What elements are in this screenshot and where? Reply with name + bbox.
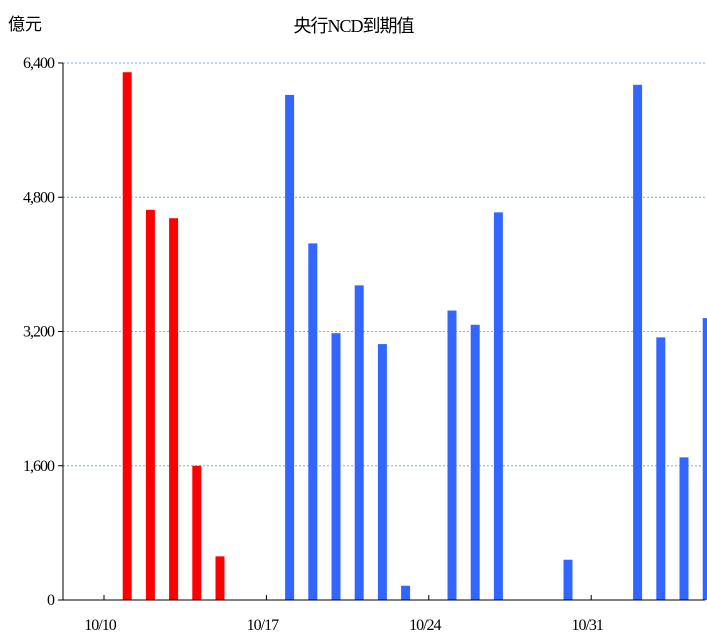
axes: [58, 62, 705, 601]
bar: [702, 318, 707, 600]
bar: [401, 585, 411, 600]
x-tick-labels: 10/10 10/17 10/24 10/31: [84, 617, 605, 634]
bar: [285, 94, 295, 601]
bar: [470, 324, 480, 600]
bar: [354, 285, 364, 600]
bars: [122, 72, 707, 601]
bar: [308, 243, 318, 600]
x-tick-label: 10/17: [247, 617, 279, 634]
chart-title: 央行NCD到期值: [293, 16, 414, 36]
y-tick-labels: 0 1,600 3,200 4,800 6,400: [23, 55, 56, 609]
y-tick-label: 1,600: [23, 458, 55, 475]
bar: [215, 556, 225, 600]
bar: [493, 212, 503, 600]
y-tick-label: 3,200: [23, 324, 55, 341]
bar: [331, 333, 341, 600]
bar: [122, 72, 132, 601]
x-tick-label: 10/10: [84, 617, 116, 634]
bar: [377, 344, 387, 600]
x-tick-label: 10/24: [409, 617, 441, 634]
bar: [633, 84, 643, 601]
bar: [563, 559, 573, 600]
bar: [169, 218, 179, 600]
bar: [192, 465, 202, 600]
y-tick-label: 6,400: [23, 55, 55, 72]
x-tick-label: 10/31: [571, 617, 603, 634]
bar: [679, 457, 689, 600]
y-axis-unit-label: 億元: [8, 15, 42, 34]
bar: [656, 337, 666, 600]
y-tick-label: 4,800: [23, 189, 55, 206]
bar: [447, 310, 457, 600]
bar: [145, 209, 155, 600]
y-tick-label: 0: [47, 592, 55, 609]
